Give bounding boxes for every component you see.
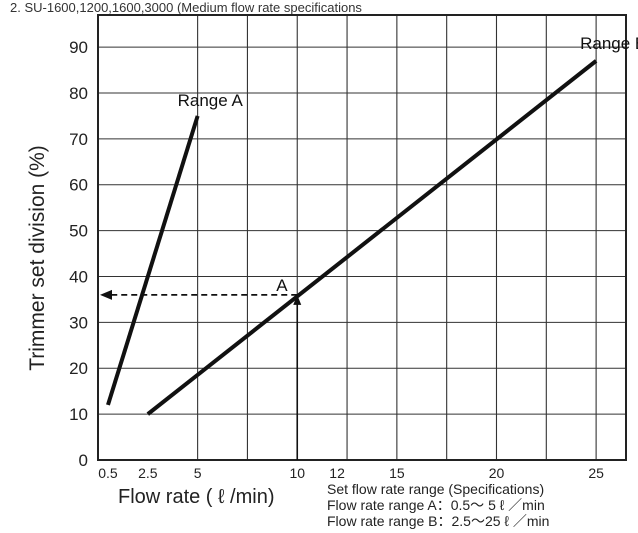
y-tick-label: 60 (69, 176, 88, 195)
y-tick-label: 30 (69, 313, 88, 332)
y-tick-label: 90 (69, 38, 88, 57)
series-line-range-a (106, 115, 200, 406)
plot-frame (97, 14, 627, 461)
y-tick-label: 20 (69, 359, 88, 378)
note-title: Set flow rate range (Specifications) (327, 481, 544, 497)
guide-arrowhead-left (100, 289, 112, 300)
y-tick-label: 80 (69, 84, 88, 103)
note-range-b: Flow rate range B：2.5～25 ℓ ／min (327, 513, 549, 529)
x-tick-label: 20 (489, 465, 505, 481)
series-labels: Range A Range B A (178, 34, 638, 295)
tick-labels: 0 10 20 30 40 50 60 70 80 90 0.5 2.5 5 10 12 15 20 25 (69, 38, 604, 481)
x-axis-label: Flow rate ( ℓ /min) (118, 486, 274, 508)
guide-lines (100, 289, 302, 460)
x-tick-label: 25 (588, 465, 604, 481)
series-line-range-b (146, 59, 598, 416)
y-tick-label: 10 (69, 405, 88, 424)
x-tick-label: 15 (389, 465, 405, 481)
grid (98, 15, 626, 460)
label-range-b: Range B (580, 34, 638, 53)
y-tick-label: 40 (69, 267, 88, 286)
x-tick-label: 0.5 (98, 465, 118, 481)
y-tick-label: 50 (69, 222, 88, 241)
x-tick-label: 10 (289, 465, 305, 481)
x-tick-label: 5 (194, 465, 202, 481)
label-range-a: Range A (178, 91, 244, 110)
y-tick-label: 70 (69, 130, 88, 149)
y-tick-label: 0 (79, 451, 88, 470)
y-axis-label: Trimmer set division (%) (26, 145, 49, 371)
header-text: 2. SU-1600,1200,1600,3000 (Medium flow r… (10, 0, 362, 15)
point-a-label: A (276, 276, 288, 295)
x-tick-label: 12 (329, 465, 345, 481)
series-lines (106, 59, 598, 416)
x-tick-label: 2.5 (138, 465, 158, 481)
guide-arrowhead-up (293, 294, 302, 305)
note-range-a: Flow rate range A：0.5～ 5 ℓ ／min (327, 497, 545, 513)
